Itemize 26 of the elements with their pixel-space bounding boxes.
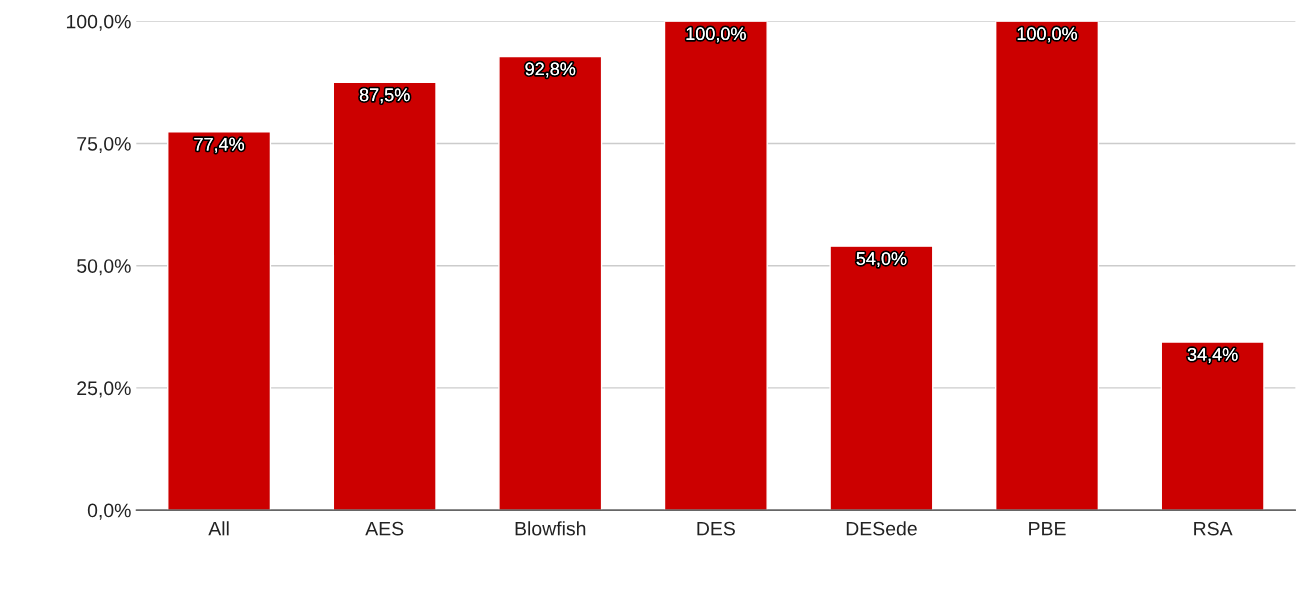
bar [663, 21, 768, 511]
x-tick-label: RSA [1194, 521, 1233, 536]
bar [167, 131, 272, 511]
bar [829, 245, 934, 511]
x-tick-label: DESede [846, 521, 917, 536]
x-tick-label: DES [697, 521, 735, 536]
y-tick-label: 50,0% [77, 259, 131, 276]
x-tick-label: PBE [1029, 521, 1066, 536]
bar [1160, 341, 1265, 511]
data-label: 54,0% [856, 252, 907, 268]
data-label: 100,0% [1017, 27, 1077, 43]
y-tick-label: 25,0% [77, 381, 131, 398]
data-label: 87,5% [359, 88, 410, 104]
bar [994, 21, 1100, 511]
y-tick-label: 75,0% [77, 136, 131, 154]
data-label: 92,8% [525, 62, 576, 78]
y-tick-label: 0,0% [87, 503, 131, 520]
bar [332, 81, 437, 511]
data-label: 77,4% [194, 137, 245, 153]
x-tick-label: Blowfish [515, 521, 586, 536]
x-tick-label: AES [365, 521, 404, 536]
bar [498, 55, 603, 511]
y-tick-label: 100,0% [66, 14, 131, 31]
data-label: 100,0% [686, 27, 746, 43]
data-label: 34,4% [1187, 347, 1238, 363]
x-tick-label: All [208, 521, 229, 536]
